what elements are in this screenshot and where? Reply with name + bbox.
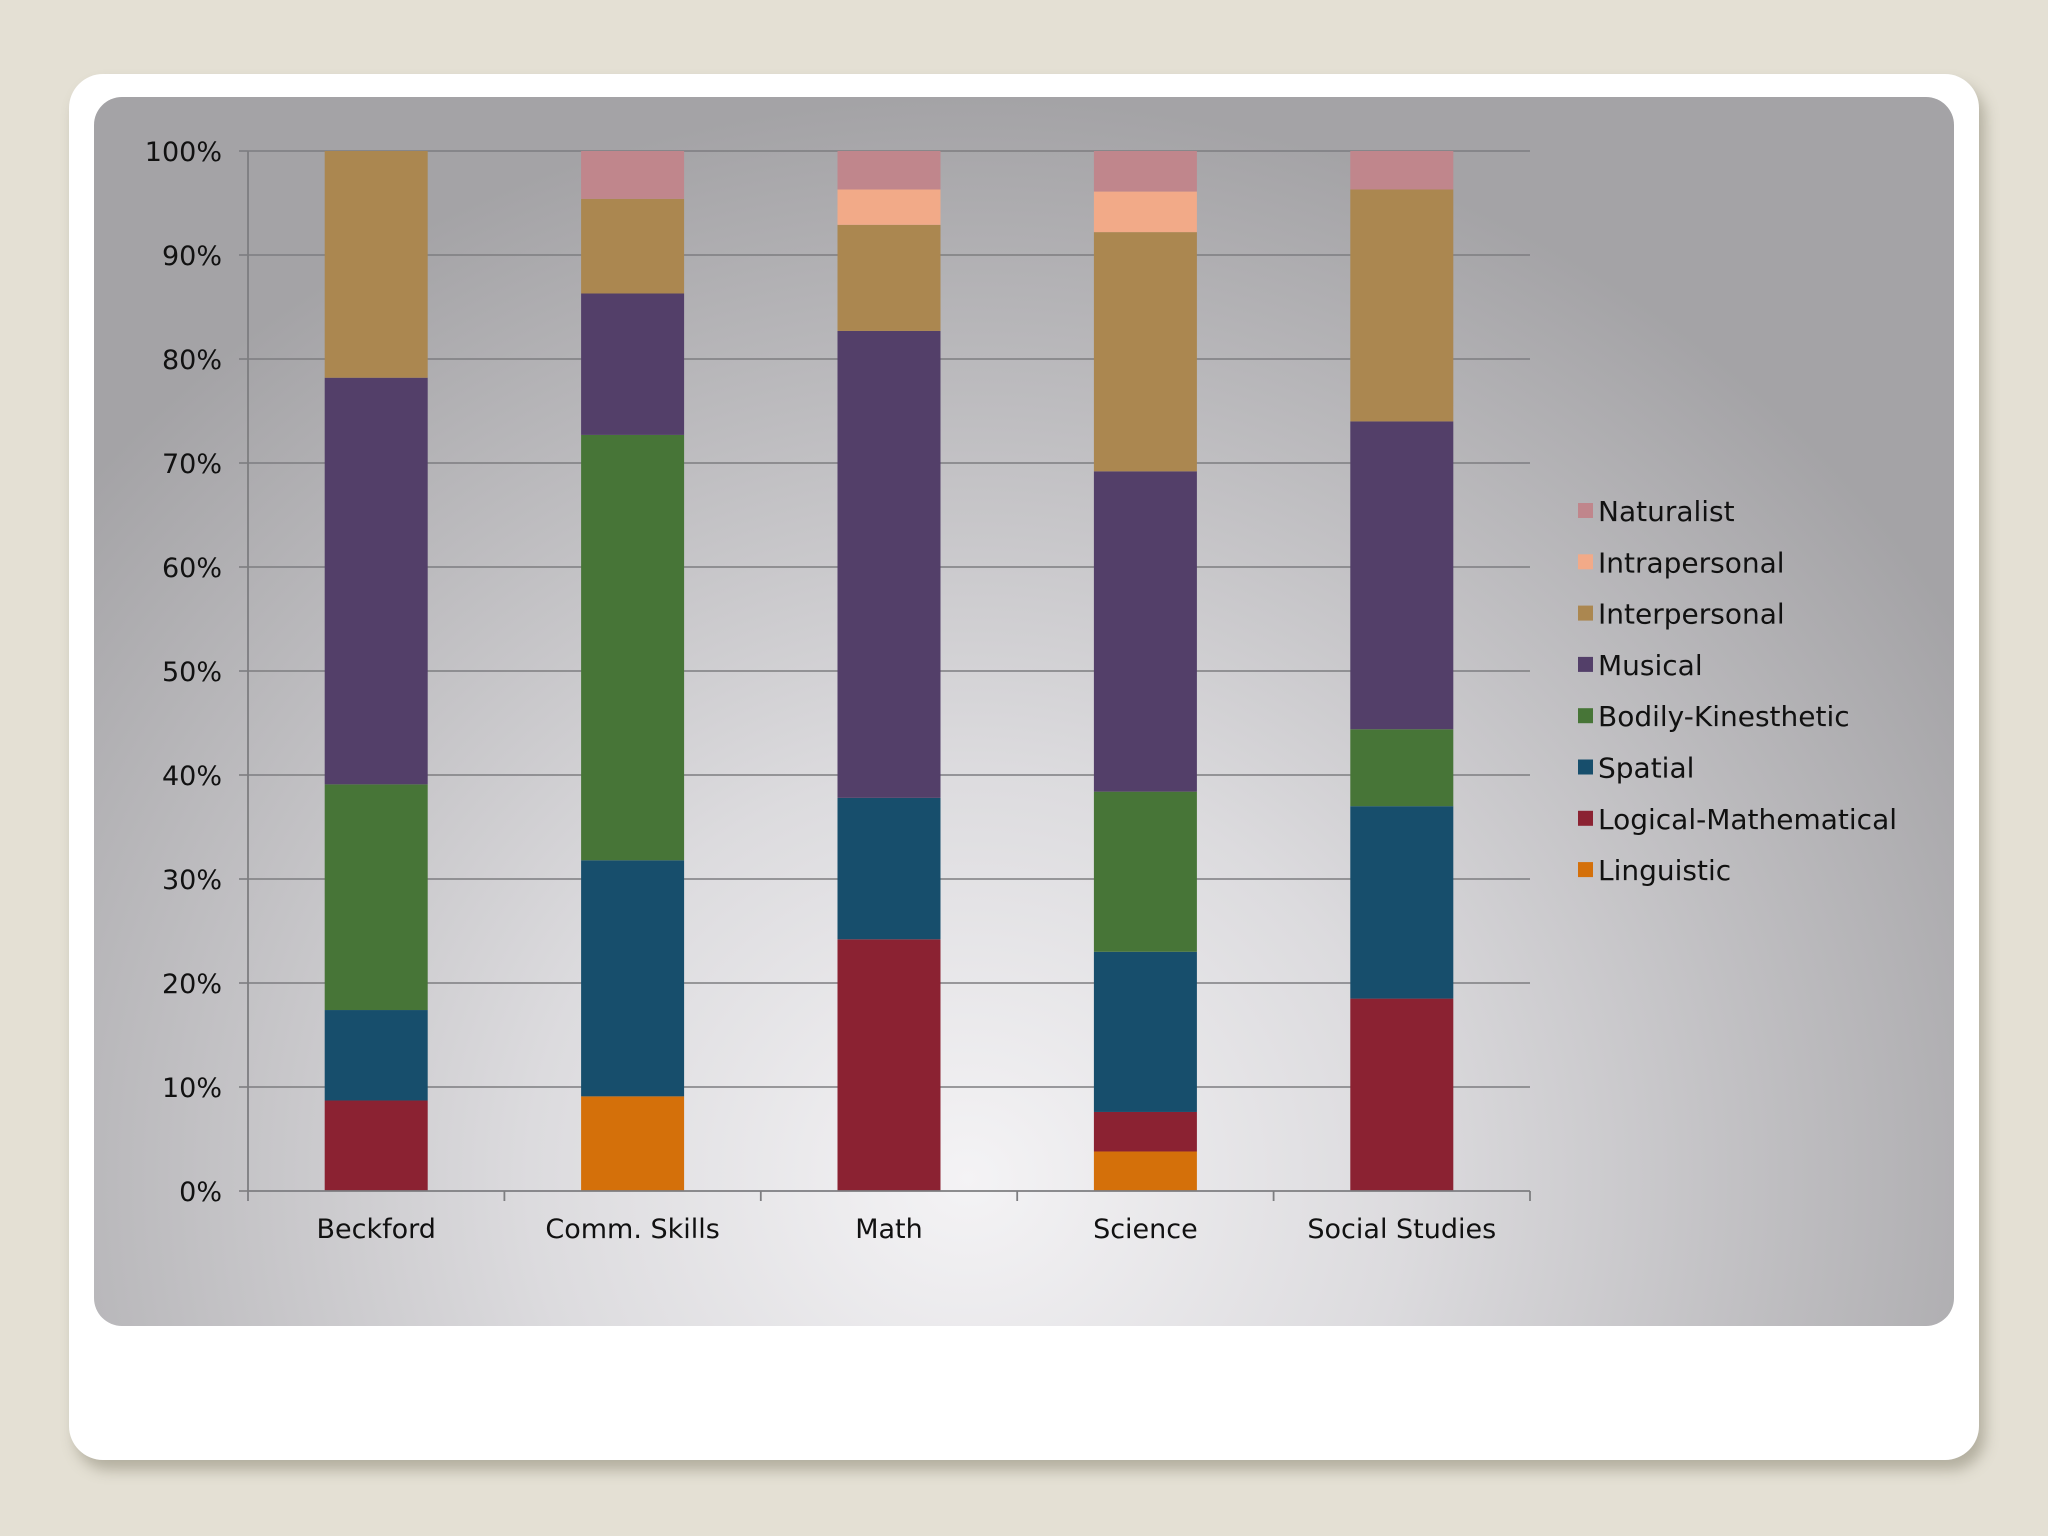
axes (239, 150, 1531, 1201)
bar-segment (324, 784, 428, 1011)
legend-item: Musical (1578, 649, 1703, 682)
y-axis-tick-labels: 0% 10% 20% 30% 40% 50% 60% 70% 80% 90% 100% (145, 137, 222, 1208)
y-tick-label: 70% (162, 449, 222, 480)
legend-swatch (1578, 605, 1593, 621)
y-tick-label: 30% (162, 865, 222, 896)
bar-segment (837, 151, 941, 190)
bar-segment (1350, 729, 1454, 807)
legend-item: Naturalist (1578, 495, 1735, 528)
legend-item: Spatial (1578, 752, 1694, 785)
bar-segment (837, 797, 941, 940)
x-tick-label: Math (855, 1214, 923, 1245)
bar-segment (581, 151, 685, 199)
bar-segment (1093, 1111, 1197, 1152)
bar-segment (581, 860, 685, 1097)
y-tick-label: 50% (162, 657, 222, 688)
bar-segment (324, 1010, 428, 1101)
y-tick-label: 60% (162, 553, 222, 584)
legend-label: Musical (1598, 649, 1703, 682)
legend-swatch (1578, 810, 1593, 826)
bar-segment (1093, 1151, 1197, 1191)
bar-segment (1093, 951, 1197, 1112)
bar-segment (324, 151, 428, 378)
bar-segment (1093, 232, 1197, 472)
legend-item: Bodily-Kinesthetic (1578, 700, 1850, 733)
bar-segment (1093, 151, 1197, 192)
bar-segment (1093, 191, 1197, 233)
y-tick-label: 100% (145, 137, 222, 168)
bar-segment (581, 293, 685, 435)
bar-segment (1093, 471, 1197, 792)
legend-label: Interpersonal (1598, 598, 1785, 631)
x-tick-label: Science (1093, 1214, 1198, 1245)
bar-segment (1350, 421, 1454, 730)
bar-segment (324, 377, 428, 785)
bar-segment (837, 189, 941, 225)
x-tick-label: Beckford (316, 1214, 435, 1245)
bar-segment (581, 198, 685, 294)
legend-label: Logical-Mathematical (1598, 803, 1897, 836)
legend-label: Naturalist (1598, 495, 1735, 528)
legend-swatch (1578, 656, 1593, 672)
y-tick-label: 40% (162, 761, 222, 792)
bar-segment (581, 434, 685, 861)
bar-segment (1350, 998, 1454, 1191)
legend-swatch (1578, 759, 1593, 775)
bar-segment (837, 330, 941, 798)
y-tick-label: 10% (162, 1073, 222, 1104)
bar-segment (837, 224, 941, 331)
legend-swatch (1578, 503, 1593, 518)
bar-segment (1350, 189, 1454, 422)
legend-label: Intrapersonal (1598, 546, 1785, 579)
y-tick-label: 80% (162, 345, 222, 376)
bar-segment (1093, 791, 1197, 952)
bar-segment (837, 939, 941, 1191)
bars (324, 151, 1454, 1191)
bar-segment (324, 1100, 428, 1191)
legend-swatch (1578, 554, 1593, 570)
legend-item: Logical-Mathematical (1578, 803, 1897, 836)
legend-label: Linguistic (1598, 854, 1731, 887)
legend-item: Interpersonal (1578, 598, 1785, 631)
x-tick-label: Social Studies (1307, 1214, 1496, 1245)
y-tick-label: 90% (162, 241, 222, 272)
bar-segment (1350, 151, 1454, 190)
legend-label: Spatial (1598, 752, 1694, 785)
x-tick-label: Comm. Skills (545, 1214, 720, 1245)
x-axis-tick-labels: Beckford Comm. Skills Math Science Social St… (316, 1214, 1496, 1245)
legend-swatch (1578, 708, 1593, 724)
legend-label: Bodily-Kinesthetic (1598, 700, 1850, 733)
legend-item: Linguistic (1578, 854, 1731, 887)
bar-segment (1350, 806, 1454, 999)
y-tick-label: 20% (162, 969, 222, 1000)
y-tick-label: 0% (179, 1177, 222, 1208)
bar-segment (581, 1096, 685, 1191)
legend: Naturalist Intrapersonal Interpersonal Musi… (1578, 495, 1897, 887)
legend-swatch (1578, 862, 1593, 878)
legend-item: Intrapersonal (1578, 546, 1785, 579)
